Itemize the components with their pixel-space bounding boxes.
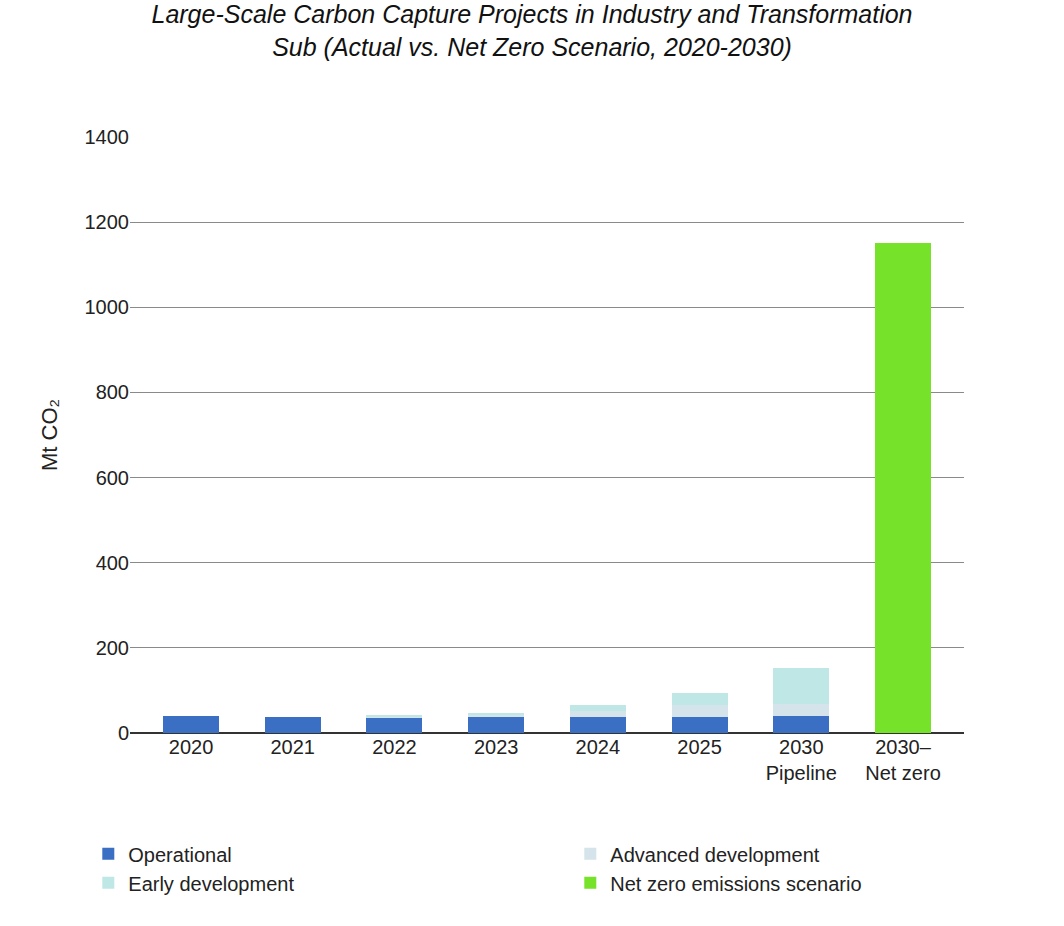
svg-text:2025: 2025 (677, 736, 722, 758)
svg-text:2030–Net zero: 2030–Net zero (865, 736, 941, 784)
svg-text:2020: 2020 (169, 736, 214, 758)
svg-text:800: 800 (96, 381, 129, 403)
svg-text:200: 200 (96, 637, 129, 659)
svg-text:Advanced development: Advanced development (610, 844, 819, 866)
svg-text:2023: 2023 (474, 736, 519, 758)
svg-text:Net zero emissions scenario: Net zero emissions scenario (610, 873, 861, 895)
svg-text:Mt CO₂: Mt CO₂ (37, 399, 62, 471)
svg-text:1000: 1000 (85, 296, 130, 318)
svg-text:1200: 1200 (85, 211, 130, 233)
svg-text:600: 600 (96, 467, 129, 489)
svg-text:2030Pipeline: 2030Pipeline (766, 736, 837, 784)
svg-text:1400: 1400 (85, 126, 130, 148)
svg-text:2022: 2022 (372, 736, 417, 758)
svg-text:Large-Scale Carbon Capture Pro: Large-Scale Carbon Capture Projects in I… (151, 0, 912, 61)
svg-text:Operational: Operational (128, 844, 231, 866)
svg-text:2021: 2021 (270, 736, 315, 758)
svg-text:Early development: Early development (128, 873, 294, 895)
svg-text:0: 0 (118, 722, 129, 744)
svg-text:400: 400 (96, 552, 129, 574)
svg-text:2024: 2024 (576, 736, 621, 758)
